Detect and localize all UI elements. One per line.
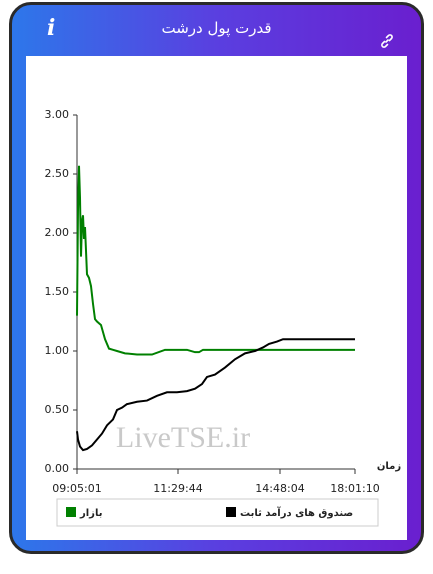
y-tick-label: 1.50 [45, 285, 70, 298]
y-tick-label: 0.50 [45, 403, 70, 416]
y-tick-label: 2.50 [45, 167, 70, 180]
watermark: LiveTSE.ir [116, 421, 250, 454]
y-tick-label: 3.00 [45, 108, 70, 121]
legend-box [56, 498, 379, 527]
info-icon[interactable]: i [47, 15, 56, 41]
legend-label: صندوق های درآمد ثابت [240, 506, 353, 519]
x-tick-label: 09:05:01 [52, 482, 101, 495]
header: i قدرت پول درشت [12, 5, 421, 55]
legend-swatch [226, 507, 236, 517]
x-tick-label: 14:48:04 [255, 482, 304, 495]
legend-label: بازار [79, 508, 102, 519]
link-icon[interactable] [379, 33, 395, 49]
series-line [76, 165, 355, 356]
y-tick-label: 1.00 [45, 344, 70, 357]
x-axis-label: زمان [377, 461, 401, 472]
widget-frame: i قدرت پول درشت [9, 2, 424, 554]
y-tick-label: 0.00 [45, 462, 70, 475]
header-title: قدرت پول درشت [161, 19, 272, 37]
legend-swatch [66, 507, 76, 517]
x-tick-label: 11:29:44 [153, 482, 202, 495]
y-tick-label: 2.00 [45, 226, 70, 239]
x-tick-label: 18:01:10 [330, 482, 379, 495]
chart-panel [26, 56, 407, 540]
series-line [76, 338, 355, 452]
